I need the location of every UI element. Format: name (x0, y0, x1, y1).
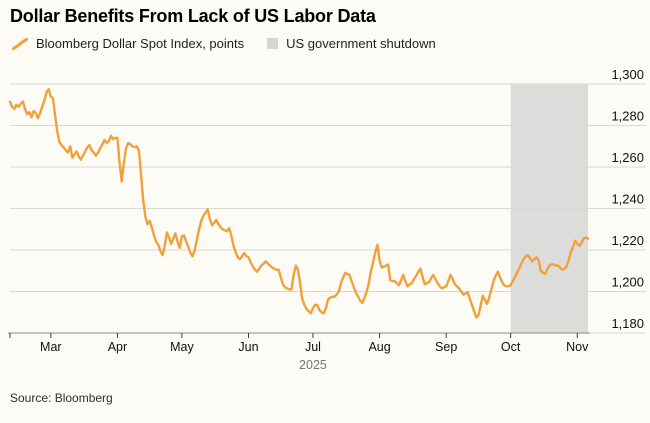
line-chart: 1,300 1,280 1,260 1,240 1,220 1,200 1,180 Mar Ap… (8, 67, 646, 372)
y-axis-label: 1,280 (611, 109, 644, 124)
legend-label-index: Bloomberg Dollar Spot Index, points (36, 36, 245, 51)
orange-line-swatch-icon (12, 37, 28, 50)
chart-title: Dollar Benefits From Lack of US Labor Da… (10, 6, 376, 26)
y-axis-label: 1,300 (611, 67, 644, 82)
y-axis-label: 1,260 (611, 150, 644, 165)
y-axis-label: 1,180 (611, 316, 644, 331)
x-axis-month-label: May (170, 340, 194, 354)
x-axis-year-label: 2025 (299, 358, 327, 372)
y-axis-label: 1,220 (611, 233, 644, 248)
x-axis-month-label: Jul (305, 340, 321, 354)
index-line-series (8, 88, 590, 319)
x-axis-month-label: Oct (501, 340, 521, 354)
source-note: Source: Bloomberg (10, 391, 113, 405)
y-axis-label: 1,240 (611, 192, 644, 207)
x-axis-month-label: Aug (368, 340, 390, 354)
legend-label-shutdown: US government shutdown (286, 36, 436, 51)
y-axis-label: 1,200 (611, 275, 644, 290)
chart-legend: Bloomberg Dollar Spot Index, points US g… (12, 36, 436, 51)
x-axis-month-label: Nov (566, 340, 589, 354)
x-axis-month-label: Sep (435, 340, 457, 354)
x-axis-month-label: Mar (40, 340, 62, 354)
legend-item-index: Bloomberg Dollar Spot Index, points (12, 36, 244, 51)
chart-area: 1,300 1,280 1,260 1,240 1,220 1,200 1,180 Mar Ap… (0, 58, 650, 380)
x-axis-month-label: Apr (108, 340, 127, 354)
gray-square-swatch-icon (267, 38, 279, 49)
legend-item-shutdown: US government shutdown (267, 36, 436, 51)
x-axis-month-label: Jun (238, 340, 258, 354)
